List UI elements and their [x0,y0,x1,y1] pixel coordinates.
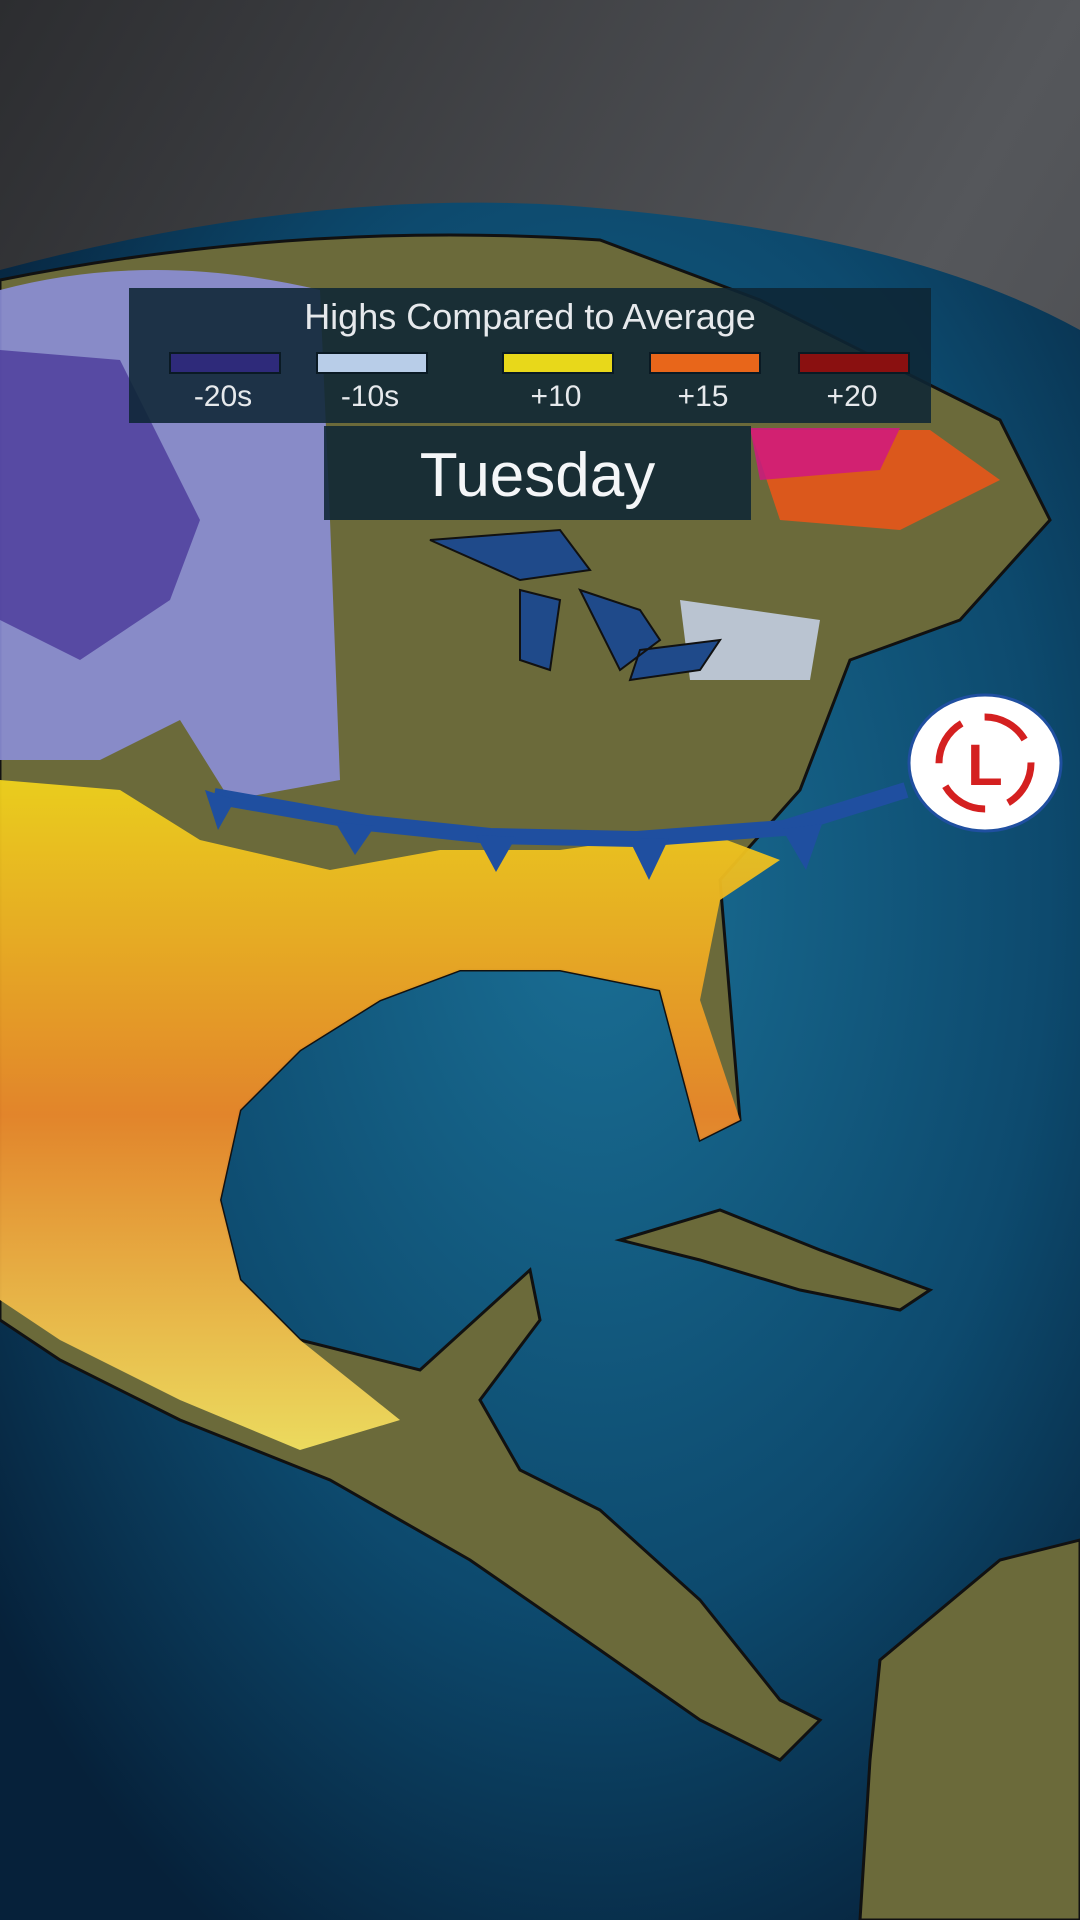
temperature-legend: Highs Compared to Average -20s -10s +10 … [129,288,931,423]
warm-anomaly-region [0,780,780,1450]
legend-label-plus10: +10 [530,380,582,413]
cold-front [205,782,909,880]
low-pressure-letter: L [967,733,1002,798]
land-south-america [858,1538,1080,1920]
cold-front-triangle [476,835,516,872]
legend-title: Highs Compared to Average [304,296,756,337]
legend-label-minus20: -20s [193,380,253,413]
day-label-box: Tuesday [324,426,751,520]
low-pressure-icon: L [907,693,1063,833]
cold-front-triangle [205,790,235,830]
very-cold-anomaly [0,350,200,660]
land-cuba [614,1208,934,1312]
cool-anomaly-northeast [680,600,820,680]
hot-anomaly-canada [750,428,900,480]
legend-label-minus10: -10s [340,380,400,413]
legend-label-plus20: +20 [826,380,878,413]
legend-swatch-plus15 [649,352,761,374]
legend-swatch-minus20 [169,352,281,374]
day-label: Tuesday [419,441,656,510]
cold-front-triangle [782,824,822,870]
legend-label-plus15: +15 [677,380,729,413]
cold-front-triangle [335,822,375,855]
legend-swatch-plus20 [798,352,910,374]
legend-swatch-minus10 [316,352,428,374]
great-lakes [429,528,723,682]
cold-front-triangle [629,838,669,880]
legend-swatch-plus10 [502,352,614,374]
